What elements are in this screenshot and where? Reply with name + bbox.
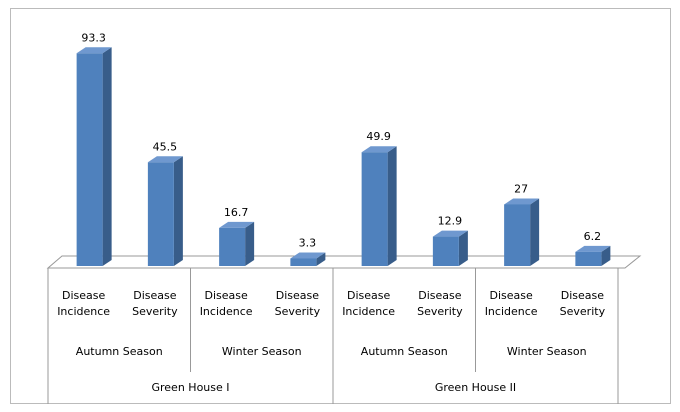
bar-side xyxy=(102,47,112,266)
x-tick-label: Disease Severity xyxy=(417,289,463,318)
bar xyxy=(219,227,246,266)
bar-top xyxy=(147,156,183,163)
bar-side xyxy=(387,146,397,266)
data-label: 6.2 xyxy=(584,230,602,243)
data-label: 27 xyxy=(514,182,528,195)
bar-top xyxy=(219,221,255,228)
bar xyxy=(432,236,459,266)
house-label: Green House II xyxy=(434,381,517,394)
house-label: Green House I xyxy=(151,381,230,394)
season-label: Autumn Season xyxy=(75,345,163,358)
chart-border xyxy=(10,8,671,404)
data-label: 12.9 xyxy=(438,215,463,228)
bar xyxy=(504,204,531,266)
data-label: 3.3 xyxy=(299,236,317,249)
bar-side xyxy=(458,230,468,266)
data-label: 49.9 xyxy=(366,130,391,143)
data-label: 45.5 xyxy=(153,140,178,153)
x-tick-label: Disease Incidence xyxy=(342,289,396,318)
x-tick-label: Disease Severity xyxy=(274,289,321,318)
bar-side xyxy=(530,198,540,266)
x-tick-label: Disease Incidence xyxy=(199,289,253,318)
x-tick-label: Disease Severity xyxy=(132,289,178,318)
bar-top xyxy=(575,245,611,252)
bar-top xyxy=(432,230,468,237)
bar xyxy=(147,162,174,266)
data-label: 16.7 xyxy=(224,206,249,219)
bar-side xyxy=(316,252,326,266)
floor xyxy=(46,255,642,269)
bar xyxy=(361,152,388,266)
bar-top xyxy=(290,252,326,259)
season-label: Winter Season xyxy=(506,345,587,358)
bar-top xyxy=(504,198,540,205)
bar-side xyxy=(245,221,255,266)
bar-top xyxy=(76,47,112,54)
bar-side xyxy=(601,245,611,266)
bar xyxy=(76,53,103,266)
bar xyxy=(290,258,317,266)
data-label: 93.3 xyxy=(81,31,106,44)
x-tick-label: Disease Incidence xyxy=(57,289,111,318)
season-label: Winter Season xyxy=(221,345,302,358)
season-label: Autumn Season xyxy=(360,345,448,358)
x-tick-label: Disease Severity xyxy=(559,289,606,318)
bar xyxy=(575,251,602,266)
bar-top xyxy=(361,146,397,153)
bar-side xyxy=(173,156,183,266)
x-tick-label: Disease Incidence xyxy=(484,289,538,318)
